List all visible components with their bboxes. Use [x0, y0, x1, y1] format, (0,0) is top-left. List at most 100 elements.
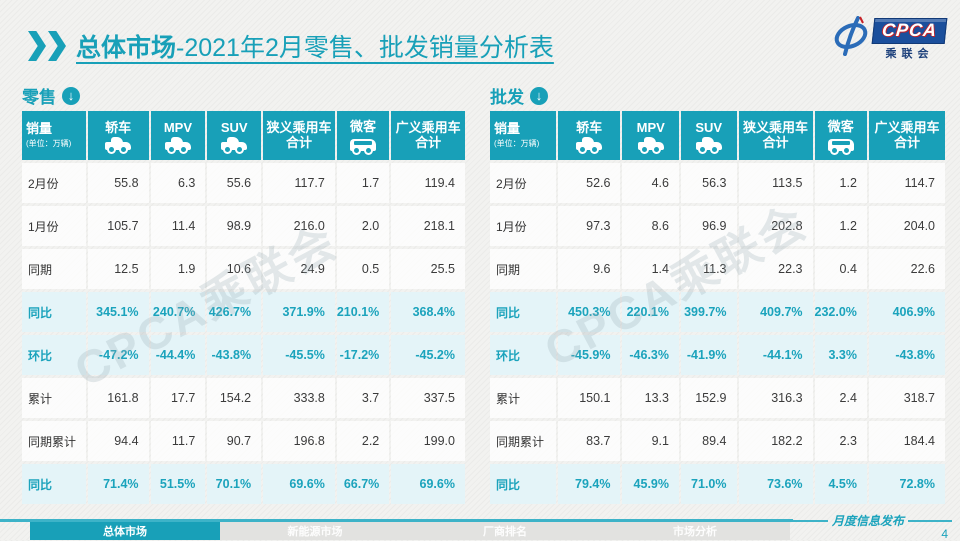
table-cell: 161.8	[87, 378, 149, 418]
footer-tab[interactable]: 厂商排名	[483, 526, 527, 538]
table-cell: 69.6%	[391, 464, 465, 504]
corner-title: 销量	[26, 121, 53, 137]
table-cell: 152.9	[681, 378, 737, 418]
table-cell: 83.7	[557, 421, 621, 461]
cpca-emblem-icon	[832, 16, 870, 62]
column-label: 合计	[415, 134, 442, 150]
table-cell: 1.4	[622, 249, 679, 289]
table-cell: 0.5	[336, 249, 390, 289]
table-cell: 182.2	[738, 421, 813, 461]
column-label: 轿车	[105, 120, 132, 136]
table-cell: 69.6%	[263, 464, 335, 504]
table-cell: 210.1%	[336, 292, 390, 332]
column-header: 轿车	[87, 111, 149, 160]
microvan-icon	[350, 138, 377, 153]
column-header: 广义乘用车 合计	[868, 111, 945, 160]
table-cell: -47.2%	[87, 335, 149, 375]
table-cell: 150.1	[557, 378, 621, 418]
table-cell: 8.6	[622, 206, 679, 246]
table-cell: 90.7	[207, 421, 262, 461]
table-cell: 79.4%	[557, 464, 621, 504]
table-cell: 406.9%	[868, 292, 945, 332]
row-label: 同期	[490, 249, 556, 289]
table-cell: 2.0	[336, 206, 390, 246]
column-header: MPV	[622, 111, 679, 160]
table-cell: 3.7	[336, 378, 390, 418]
table-cell: 220.1%	[622, 292, 679, 332]
table-cell: 196.8	[263, 421, 335, 461]
logo-acronym: CPCA	[871, 17, 948, 44]
retail-panel: 零售 ↓ 销量 (单位：万辆) 轿车 MPV SUV 狭义乘用车 合计 微客 广义乘用车 合计 2月…	[22, 84, 465, 504]
column-label: SUV	[695, 120, 723, 136]
column-header: 广义乘用车 合计	[391, 111, 465, 160]
mpv-car-icon	[637, 136, 664, 152]
table-cell: 199.0	[391, 421, 465, 461]
footer-tab[interactable]: 市场分析	[673, 526, 717, 538]
row-label: 同期	[22, 249, 86, 289]
table-cell: -45.9%	[557, 335, 621, 375]
page-number: 4	[941, 527, 948, 541]
table-cell: 25.5	[391, 249, 465, 289]
row-label: 同比	[22, 464, 86, 504]
table-cell: 9.6	[557, 249, 621, 289]
table-cell: 117.7	[263, 163, 335, 203]
footer-tab[interactable]: 新能源市场	[287, 526, 343, 538]
title-highlight: 总体市场	[76, 34, 177, 62]
table-cell: 11.3	[681, 249, 737, 289]
row-label: 环比	[22, 335, 86, 375]
download-circle-icon: ↓	[62, 86, 80, 105]
table-cell: 71.4%	[87, 464, 149, 504]
table-cell: 114.7	[868, 163, 945, 203]
table-cell: 0.4	[814, 249, 867, 289]
table-cell: 1.9	[150, 249, 206, 289]
column-header: 微客	[814, 111, 867, 160]
table-cell: 240.7%	[150, 292, 206, 332]
table-cell: 337.5	[391, 378, 465, 418]
table-cell: 51.5%	[150, 464, 206, 504]
table-cell: 12.5	[87, 249, 149, 289]
table-cell: 371.9%	[263, 292, 335, 332]
table-cell: 66.7%	[336, 464, 390, 504]
column-label: 广义乘用车	[874, 119, 940, 135]
mpv-car-icon	[164, 136, 191, 152]
section-title: 批发	[490, 88, 524, 107]
table-cell: 56.3	[681, 163, 737, 203]
row-label: 2月份	[22, 163, 86, 203]
row-label: 累计	[22, 378, 86, 418]
column-label: 微客	[827, 119, 854, 135]
table-cell: 11.7	[150, 421, 206, 461]
table-cell: -43.8%	[207, 335, 262, 375]
publish-dash	[784, 519, 828, 522]
column-label: MPV	[636, 120, 665, 136]
table-cell: 4.6	[622, 163, 679, 203]
table-cell: -43.8%	[868, 335, 945, 375]
row-label: 同期累计	[22, 421, 86, 461]
column-label: 微客	[350, 119, 377, 135]
column-label: MPV	[163, 120, 193, 136]
table-cell: 204.0	[868, 206, 945, 246]
footer-tab[interactable]: 总体市场	[30, 522, 220, 540]
table-cell: 202.8	[738, 206, 813, 246]
table-cell: 1.2	[814, 163, 867, 203]
publish-label: 月度信息发布	[832, 514, 905, 528]
wholesale-sales-table: 销量 (单位：万辆) 轿车 MPV SUV 狭义乘用车 合计 微客 广义乘用车 合计 2月份 52.6…	[490, 111, 945, 504]
table-cell: 113.5	[738, 163, 813, 203]
table-cell: 22.3	[738, 249, 813, 289]
table-cell: 4.5%	[814, 464, 867, 504]
wholesale-section-header: 批发 ↓	[490, 84, 945, 107]
column-label: 狭义乘用车	[266, 119, 332, 135]
table-cell: 154.2	[207, 378, 262, 418]
sedan-car-icon	[105, 136, 132, 152]
table-cell: -41.9%	[681, 335, 737, 375]
corner-unit: (单位：万辆)	[494, 139, 540, 149]
table-cell: 1.2	[814, 206, 867, 246]
column-header: SUV	[207, 111, 262, 160]
table-cell: 316.3	[738, 378, 813, 418]
column-label: 狭义乘用车	[743, 119, 809, 135]
row-label: 同期累计	[490, 421, 556, 461]
table-cell: 345.1%	[87, 292, 149, 332]
column-label: 广义乘用车	[395, 119, 461, 135]
suv-car-icon	[695, 136, 722, 152]
table-cell: 318.7	[868, 378, 945, 418]
table-cell: -44.1%	[738, 335, 813, 375]
